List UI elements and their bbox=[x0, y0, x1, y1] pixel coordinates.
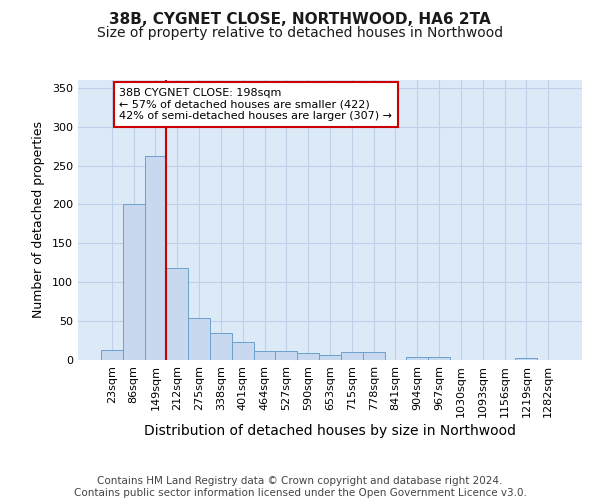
X-axis label: Distribution of detached houses by size in Northwood: Distribution of detached houses by size … bbox=[144, 424, 516, 438]
Bar bbox=[145, 156, 166, 360]
Bar bbox=[319, 356, 341, 360]
Bar bbox=[428, 357, 450, 360]
Bar bbox=[166, 268, 188, 360]
Bar bbox=[123, 204, 145, 360]
Bar bbox=[297, 353, 319, 360]
Bar bbox=[406, 357, 428, 360]
Text: 38B CYGNET CLOSE: 198sqm
← 57% of detached houses are smaller (422)
42% of semi-: 38B CYGNET CLOSE: 198sqm ← 57% of detach… bbox=[119, 88, 392, 121]
Text: 38B, CYGNET CLOSE, NORTHWOOD, HA6 2TA: 38B, CYGNET CLOSE, NORTHWOOD, HA6 2TA bbox=[109, 12, 491, 28]
Bar bbox=[515, 358, 537, 360]
Bar bbox=[188, 318, 210, 360]
Y-axis label: Number of detached properties: Number of detached properties bbox=[32, 122, 45, 318]
Bar bbox=[254, 350, 275, 360]
Bar bbox=[232, 342, 254, 360]
Bar bbox=[275, 352, 297, 360]
Bar bbox=[101, 350, 123, 360]
Text: Contains HM Land Registry data © Crown copyright and database right 2024.
Contai: Contains HM Land Registry data © Crown c… bbox=[74, 476, 526, 498]
Bar bbox=[210, 333, 232, 360]
Bar bbox=[341, 352, 363, 360]
Bar bbox=[363, 352, 385, 360]
Text: Size of property relative to detached houses in Northwood: Size of property relative to detached ho… bbox=[97, 26, 503, 40]
